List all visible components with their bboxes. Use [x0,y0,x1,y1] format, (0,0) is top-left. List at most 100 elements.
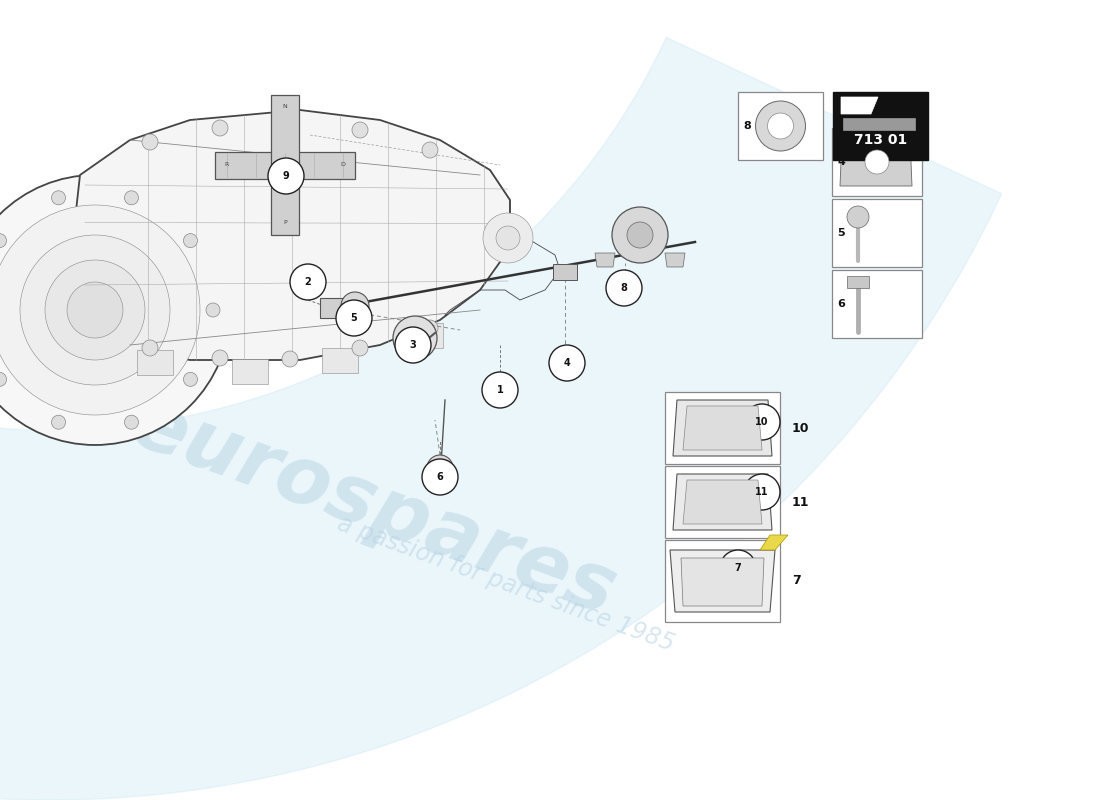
Circle shape [124,415,139,430]
Text: 7: 7 [792,574,801,587]
Circle shape [393,316,437,360]
Circle shape [282,114,298,130]
Text: 11: 11 [756,487,769,497]
Circle shape [496,226,520,250]
Circle shape [627,222,653,248]
Text: 713 01: 713 01 [854,133,908,146]
Circle shape [847,206,869,228]
Circle shape [184,372,198,386]
Text: 8: 8 [620,283,627,293]
Polygon shape [681,558,764,606]
Circle shape [720,550,756,586]
Text: R: R [224,162,229,167]
Circle shape [20,235,170,385]
Text: 6: 6 [837,299,845,309]
Polygon shape [65,110,510,360]
Circle shape [352,122,368,138]
Text: 4: 4 [837,157,845,167]
Circle shape [212,350,228,366]
Text: 11: 11 [792,495,810,509]
Circle shape [142,134,158,150]
Circle shape [336,300,372,336]
Text: P: P [283,221,287,226]
Circle shape [422,459,458,495]
Text: a passion for parts since 1985: a passion for parts since 1985 [334,512,678,656]
FancyBboxPatch shape [832,199,922,267]
Circle shape [865,150,889,174]
Text: 10: 10 [792,422,810,434]
Circle shape [768,113,793,139]
Polygon shape [595,253,615,267]
Circle shape [549,345,585,381]
Polygon shape [673,400,772,456]
Circle shape [422,320,438,336]
Circle shape [0,234,7,248]
Circle shape [744,404,780,440]
FancyBboxPatch shape [666,466,780,538]
Text: 1: 1 [496,385,504,395]
Text: 3: 3 [409,340,417,350]
Polygon shape [847,276,869,288]
Circle shape [282,351,298,367]
Circle shape [744,474,780,510]
Text: 7: 7 [735,563,741,573]
Circle shape [0,372,7,386]
Polygon shape [214,151,355,178]
Polygon shape [0,0,1002,800]
Circle shape [52,190,66,205]
Text: 2: 2 [305,277,311,287]
Circle shape [290,264,326,300]
Text: N: N [283,105,287,110]
Circle shape [67,282,123,338]
Circle shape [405,328,425,348]
Circle shape [482,372,518,408]
Polygon shape [683,480,762,524]
Text: D: D [341,162,345,167]
Circle shape [395,327,431,363]
Polygon shape [842,97,878,114]
Text: 5: 5 [837,228,845,238]
FancyBboxPatch shape [833,92,928,160]
Circle shape [0,205,200,415]
Circle shape [427,455,453,481]
Circle shape [606,270,642,306]
Circle shape [45,260,145,360]
FancyBboxPatch shape [832,128,922,196]
Circle shape [268,158,304,194]
Circle shape [612,207,668,263]
Polygon shape [138,350,173,375]
Polygon shape [553,264,578,280]
Circle shape [142,340,158,356]
Circle shape [422,142,438,158]
Circle shape [206,303,220,317]
Polygon shape [666,253,685,267]
Circle shape [124,190,139,205]
Text: 10: 10 [756,417,769,427]
Polygon shape [760,535,788,550]
Polygon shape [272,95,298,235]
Circle shape [184,234,198,248]
Circle shape [341,292,368,320]
Circle shape [756,101,805,151]
FancyBboxPatch shape [738,92,823,160]
Circle shape [52,415,66,430]
Circle shape [483,213,534,263]
Circle shape [212,120,228,136]
Polygon shape [840,138,912,186]
Circle shape [352,340,368,356]
Text: 5: 5 [351,313,358,323]
Polygon shape [683,406,762,450]
FancyBboxPatch shape [666,540,780,622]
Text: 8: 8 [742,121,750,131]
Polygon shape [320,298,345,318]
FancyBboxPatch shape [666,392,780,464]
Text: eurospares: eurospares [121,384,627,632]
Text: 4: 4 [563,358,571,368]
Polygon shape [673,474,772,530]
Circle shape [0,175,230,445]
Text: 6: 6 [437,472,443,482]
Polygon shape [670,550,776,612]
Polygon shape [322,347,358,373]
Polygon shape [843,118,915,130]
Text: 9: 9 [283,171,289,181]
